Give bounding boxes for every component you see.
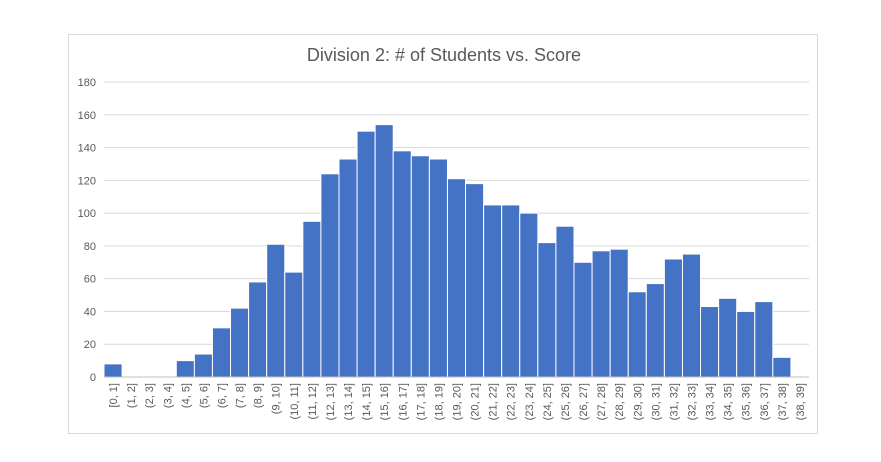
y-tick-label: 20 (84, 339, 96, 351)
bar (772, 356, 792, 378)
x-tick-label: (28, 29] (614, 383, 626, 420)
y-tick-label: 100 (78, 208, 96, 220)
x-axis-ticks: [0, 1] (1, 2] (2, 3] (3, 4] (4, 5] (5, 6] (6, … (108, 383, 807, 420)
bar (465, 183, 485, 378)
x-tick-label: (30, 31] (650, 383, 662, 420)
x-tick-label: (12, 13] (325, 383, 337, 420)
x-tick-label: (20, 21] (470, 383, 482, 420)
x-tick-label: (11, 12] (307, 383, 319, 420)
x-tick-label: (13, 14] (343, 383, 355, 420)
bar (338, 158, 358, 378)
bar (193, 353, 213, 378)
x-tick-label: (37, 38] (777, 383, 789, 420)
bar (284, 271, 304, 378)
bar (609, 248, 629, 378)
bar (248, 281, 268, 378)
bar (501, 204, 521, 378)
x-tick-label: (2, 3] (144, 383, 156, 408)
bar (410, 155, 430, 378)
x-tick-label: (9, 10] (271, 383, 283, 414)
x-tick-label: (18, 19] (433, 383, 445, 420)
x-tick-label: (25, 26] (560, 383, 572, 420)
x-tick-label: (4, 5] (180, 383, 192, 408)
x-tick-label: (23, 24] (524, 383, 536, 420)
y-tick-label: 120 (78, 175, 96, 187)
bar (428, 158, 448, 378)
bar (356, 130, 376, 378)
y-tick-label: 160 (78, 110, 96, 122)
x-tick-label: (38, 39] (795, 383, 807, 420)
x-tick-label: (6, 7] (217, 383, 229, 408)
bar (700, 306, 720, 378)
x-tick-label: (35, 36] (741, 383, 753, 420)
x-tick-label: (21, 22] (488, 383, 500, 420)
bar (211, 327, 232, 378)
bar (374, 124, 394, 378)
bar (537, 242, 557, 378)
bar (754, 301, 774, 378)
bar (320, 173, 340, 378)
x-tick-label: (34, 35] (723, 383, 735, 420)
bar (103, 363, 123, 378)
bar (573, 261, 593, 378)
x-tick-label: (27, 28] (596, 383, 608, 420)
bar (302, 220, 322, 378)
histogram-chart: Division 2: # of Students vs. Score 0 20 4… (78, 45, 809, 420)
x-tick-label: (33, 34] (705, 383, 717, 420)
bar (175, 360, 195, 378)
bar (591, 250, 611, 378)
x-tick-label: (1, 2] (126, 383, 138, 408)
x-tick-label: (29, 30] (632, 383, 644, 420)
bar (446, 178, 467, 378)
y-axis-ticks: 0 20 40 60 80 100 120 140 160 180 (78, 77, 96, 384)
bar (483, 204, 503, 378)
bar (519, 212, 539, 378)
x-tick-label: (31, 32] (668, 383, 680, 420)
x-tick-label: (24, 25] (542, 383, 554, 420)
bar (266, 243, 286, 378)
y-tick-label: 140 (78, 143, 96, 155)
x-tick-label: (19, 20] (452, 383, 464, 420)
chart-title: Division 2: # of Students vs. Score (307, 45, 581, 65)
bar (230, 307, 250, 378)
x-tick-label: (5, 6] (198, 383, 210, 408)
bar (663, 258, 683, 378)
x-tick-label: (16, 17] (397, 383, 409, 420)
bar (736, 310, 756, 378)
x-tick-label: (14, 15] (361, 383, 373, 420)
x-tick-label: (26, 27] (578, 383, 590, 420)
y-tick-label: 40 (84, 306, 96, 318)
x-tick-label: (15, 16] (379, 383, 391, 420)
bar (392, 150, 412, 378)
bar (555, 225, 575, 378)
y-tick-label: 0 (90, 372, 96, 384)
bar (718, 297, 738, 378)
x-tick-label: (36, 37] (759, 383, 771, 420)
y-tick-label: 180 (78, 77, 96, 89)
bar (627, 291, 647, 378)
x-tick-label: (10, 11] (289, 383, 301, 420)
y-tick-label: 60 (84, 274, 96, 286)
x-tick-label: (3, 4] (162, 383, 174, 408)
y-tick-label: 80 (84, 241, 96, 253)
bar (681, 253, 702, 378)
x-tick-label: (32, 33] (687, 383, 699, 420)
x-tick-label: [0, 1] (108, 383, 120, 407)
x-tick-label: (17, 18] (415, 383, 427, 420)
bar (645, 283, 665, 378)
x-tick-label: (22, 23] (506, 383, 518, 420)
x-tick-label: (8, 9] (253, 383, 265, 408)
bars (103, 124, 792, 378)
chart-area: Division 2: # of Students vs. Score 0 20 4… (68, 34, 818, 434)
x-tick-label: (7, 8] (235, 383, 247, 408)
